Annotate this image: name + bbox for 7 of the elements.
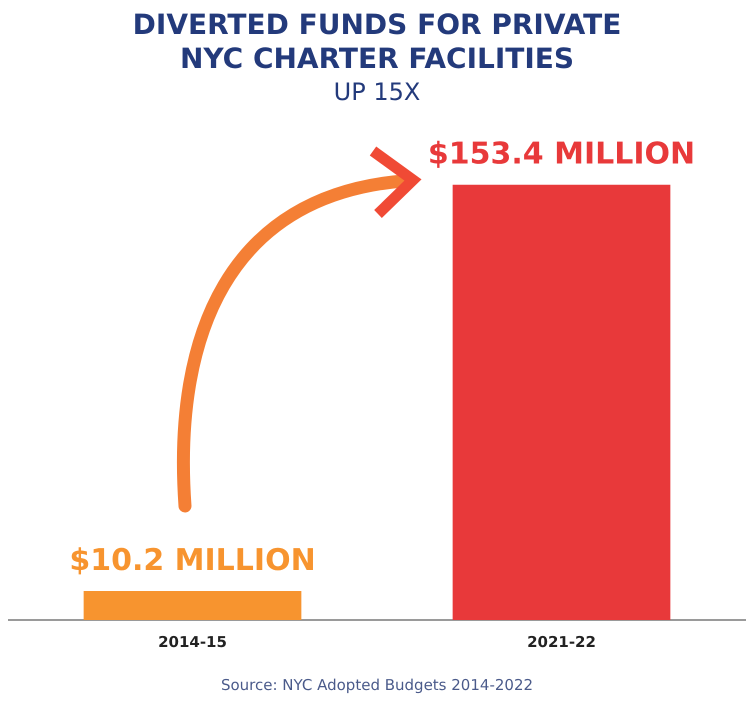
x-tick-label: 2014-15	[158, 632, 227, 651]
x-tick-label: 2021-22	[527, 632, 596, 651]
chart-title: DIVERTED FUNDS FOR PRIVATE NYC CHARTER FACILITIES	[132, 8, 622, 76]
chart-subtitle: UP 15X	[332, 78, 422, 106]
data-label: $10.2 MILLION	[69, 542, 316, 578]
data-label: $153.4 MILLION	[428, 136, 696, 172]
source-note: Source: NYC Adopted Budgets 2014-2022	[220, 676, 534, 694]
